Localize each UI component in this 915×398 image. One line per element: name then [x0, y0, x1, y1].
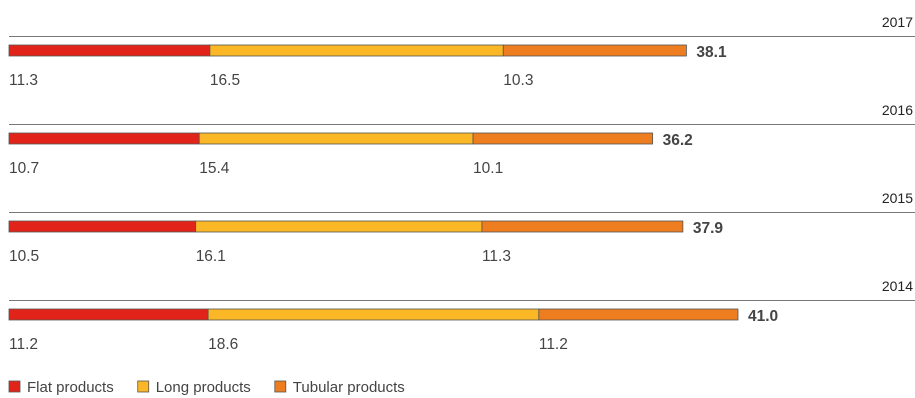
year-label: 2014 — [882, 278, 913, 294]
legend-swatch — [274, 380, 287, 393]
chart-rows: 2017 11.3 16.5 10.3 38.1 2016 10.7 15.4 10.1 36.2… — [8, 14, 915, 353]
row-2015: 2015 10.5 16.1 11.3 37.9 — [8, 190, 915, 265]
legend-swatch — [8, 380, 21, 393]
bar-segment-flat-products — [8, 132, 200, 145]
legend-item: Tubular products — [274, 379, 405, 396]
year-label: 2017 — [882, 14, 913, 30]
year-label: 2016 — [882, 102, 913, 118]
bar-segment-flat-products — [8, 308, 209, 321]
bar-segment-tubular-products — [538, 308, 739, 321]
segment-label: 10.3 — [503, 72, 533, 89]
segment-label: 10.5 — [9, 248, 39, 265]
segment-label: 11.3 — [9, 72, 38, 89]
bar-segment-flat-products — [8, 44, 211, 57]
segment-label: 11.2 — [539, 336, 568, 353]
bar-segment-flat-products — [8, 220, 197, 233]
bar-segment-long-products — [209, 44, 504, 57]
bar-segment-tubular-products — [481, 220, 684, 233]
segment-label: 15.4 — [199, 160, 230, 177]
total-label: 36.2 — [663, 132, 693, 149]
total-label: 41.0 — [748, 308, 778, 325]
bar-segment-tubular-products — [472, 132, 654, 145]
row-2016: 2016 10.7 15.4 10.1 36.2 — [8, 102, 915, 177]
legend-item: Long products — [137, 379, 251, 396]
segment-label: 18.6 — [208, 336, 238, 353]
bar-segment-long-products — [198, 132, 474, 145]
chart-legend: Flat products Long products Tubular produc… — [8, 379, 405, 396]
segment-label: 10.7 — [9, 160, 39, 177]
bar-segment-long-products — [207, 308, 540, 321]
row-2017: 2017 11.3 16.5 10.3 38.1 — [8, 14, 915, 89]
legend-label: Long products — [156, 379, 251, 396]
segment-label: 16.1 — [196, 248, 226, 265]
year-label: 2015 — [882, 190, 913, 206]
total-label: 37.9 — [693, 220, 724, 237]
bar-segment-long-products — [195, 220, 483, 233]
legend-label: Tubular products — [293, 379, 405, 396]
segment-label: 16.5 — [210, 72, 240, 89]
segment-label: 10.1 — [473, 160, 503, 177]
legend-label: Flat products — [27, 379, 114, 396]
bar-segment-tubular-products — [502, 44, 687, 57]
legend-item: Flat products — [8, 379, 114, 396]
segment-label: 11.3 — [482, 248, 511, 265]
total-label: 38.1 — [696, 44, 727, 61]
segment-label: 11.2 — [9, 336, 38, 353]
legend-swatch — [137, 380, 150, 393]
row-2014: 2014 11.2 18.6 11.2 41.0 — [8, 278, 915, 353]
